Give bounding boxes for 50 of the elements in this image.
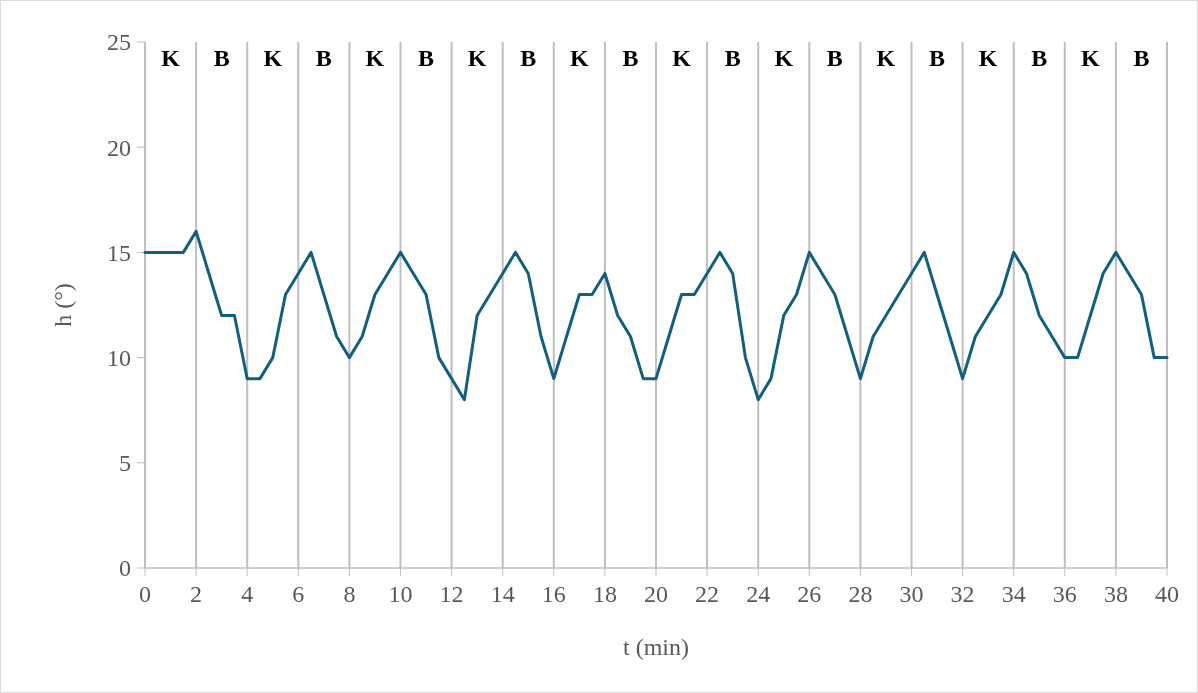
x-tick-label: 34 <box>1001 581 1026 607</box>
annotation: B <box>826 45 843 72</box>
annotation: B <box>520 45 537 72</box>
annotation: B <box>418 45 435 72</box>
x-tick-label: 32 <box>950 581 975 607</box>
y-tick-label: 15 <box>107 239 131 266</box>
x-tick-label: 8 <box>343 581 356 607</box>
x-tick-label: 22 <box>695 581 720 607</box>
x-tick-label: 40 <box>1155 581 1179 607</box>
annotation: B <box>315 45 332 72</box>
annotation: K <box>365 45 385 72</box>
annotation: B <box>213 45 230 72</box>
annotation: B <box>1031 45 1048 72</box>
line-series <box>143 229 1169 402</box>
annotation: K <box>161 45 181 72</box>
y-tick-label: 10 <box>107 345 131 371</box>
annotation: B <box>724 45 741 72</box>
annotation: K <box>570 45 590 72</box>
annotation: B <box>929 45 946 72</box>
x-tick-label: 16 <box>541 581 566 607</box>
y-tick-label: 0 <box>119 555 131 582</box>
x-tick-label: 10 <box>388 581 413 607</box>
annotation: K <box>672 45 692 72</box>
x-tick-label: 2 <box>190 581 203 607</box>
x-tick-label: 38 <box>1103 581 1128 607</box>
annotation: B <box>622 45 639 72</box>
x-tick-label: 4 <box>241 581 254 607</box>
y-tick-label: 20 <box>107 134 131 161</box>
x-tick-label: 24 <box>746 581 771 607</box>
x-tick-label: 14 <box>490 581 515 607</box>
annotation: K <box>978 45 998 72</box>
y-axis-title: h (°) <box>50 283 76 327</box>
x-tick-label: 12 <box>439 581 464 607</box>
x-tick-label: 30 <box>899 581 924 607</box>
annotation: K <box>774 45 794 72</box>
y-tick-label: 25 <box>107 29 131 56</box>
x-tick-label: 28 <box>848 581 873 607</box>
x-tick-label: 6 <box>292 581 305 607</box>
x-tick-label: 36 <box>1052 581 1077 607</box>
x-tick-label: 18 <box>592 581 617 607</box>
annotation: K <box>1081 45 1101 72</box>
annotation: B <box>1133 45 1150 72</box>
annotation: K <box>263 45 283 72</box>
annotation: K <box>467 45 487 72</box>
x-tick-label: 20 <box>644 581 668 607</box>
y-tick-label: 5 <box>119 450 131 477</box>
x-tick-label: 26 <box>797 581 822 607</box>
x-axis-title: t (min) <box>623 634 689 660</box>
annotation: K <box>876 45 896 72</box>
x-tick-label: 0 <box>139 581 151 607</box>
